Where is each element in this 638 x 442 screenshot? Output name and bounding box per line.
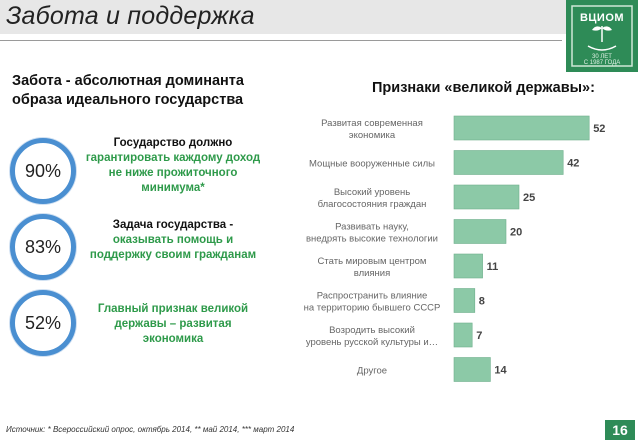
bar-4 — [453, 253, 483, 279]
statement-line2: гарантировать каждому доход не ниже прож… — [85, 152, 261, 194]
bar-value-label: 42 — [567, 158, 579, 170]
page-title: Забота и поддержка — [6, 2, 255, 30]
statement-2: Задача государства - оказывать помощь и … — [84, 218, 262, 263]
bar-value-label: 25 — [523, 192, 535, 204]
category-label: Стать мировым центром влияния — [318, 256, 427, 279]
stat-ring-1: 90% — [10, 138, 76, 204]
category-label: Развивать науку, внедрять высокие техноло… — [306, 222, 438, 245]
statement-1: Государство должно гарантировать каждому… — [84, 136, 262, 196]
bar-6 — [453, 322, 473, 348]
stat-ring-2: 83% — [10, 214, 76, 280]
statement-line2: Главный признак великой державы – развит… — [97, 303, 249, 345]
vciom-logo: ВЦИОМ 30 ЛЕТ С 1987 ГОДА — [566, 0, 638, 72]
bar-value-label: 8 — [479, 296, 485, 308]
bar-1 — [453, 150, 564, 175]
bar-5 — [453, 288, 476, 313]
header-band — [0, 0, 638, 34]
category-label: Высокий уровень благосостояния граждан — [318, 187, 427, 210]
statement-line1: Задача государства - — [112, 219, 234, 231]
bar-chart: 52 Развитая современная экономика 42 Мощные … — [304, 115, 605, 382]
bar-2 — [453, 184, 520, 210]
logo-years: 30 ЛЕТ С 1987 ГОДА — [574, 54, 630, 66]
logo-years-text: 30 ЛЕТ — [592, 54, 612, 60]
stat-percent: 83% — [24, 236, 62, 257]
category-label: Возродить высокий уровень русской культур… — [306, 325, 438, 348]
logo-emblem-icon — [571, 5, 633, 67]
bar-7 — [453, 357, 491, 382]
statement-line1: Государство должно — [113, 137, 233, 149]
bar-value-label: 52 — [593, 123, 605, 135]
stat-percent: 90% — [24, 160, 62, 181]
bar-0 — [453, 115, 590, 141]
category-label: Развитая современная экономика — [321, 118, 423, 141]
statement-line2: оказывать помощь и поддержку своим гражд… — [89, 234, 257, 261]
bar-3 — [453, 219, 507, 244]
category-label: Другое — [357, 366, 387, 377]
bar-value-label: 7 — [476, 330, 482, 342]
bar-value-label: 11 — [487, 261, 499, 273]
header-divider — [0, 40, 562, 41]
logo-since-text: С 1987 ГОДА — [583, 60, 621, 66]
bar-value-label: 14 — [494, 365, 507, 377]
source-note: Источник: * Всероссийский опрос, октябрь… — [6, 425, 295, 434]
statement-3: Главный признак великой державы – развит… — [84, 302, 262, 347]
bar-value-label: 20 — [510, 227, 522, 239]
category-label: Распространить влияние на территорию бывш… — [304, 291, 441, 314]
page-number: 16 — [605, 420, 635, 440]
logo-text: ВЦИОМ — [579, 12, 625, 24]
chart-title: Признаки «великой державы»: — [372, 80, 595, 96]
category-label: Мощные вооруженные силы — [309, 159, 435, 170]
left-heading: Забота - абсолютная доминанта образа иде… — [12, 73, 244, 108]
stat-ring-3: 52% — [10, 290, 76, 356]
stat-percent: 52% — [24, 312, 62, 333]
